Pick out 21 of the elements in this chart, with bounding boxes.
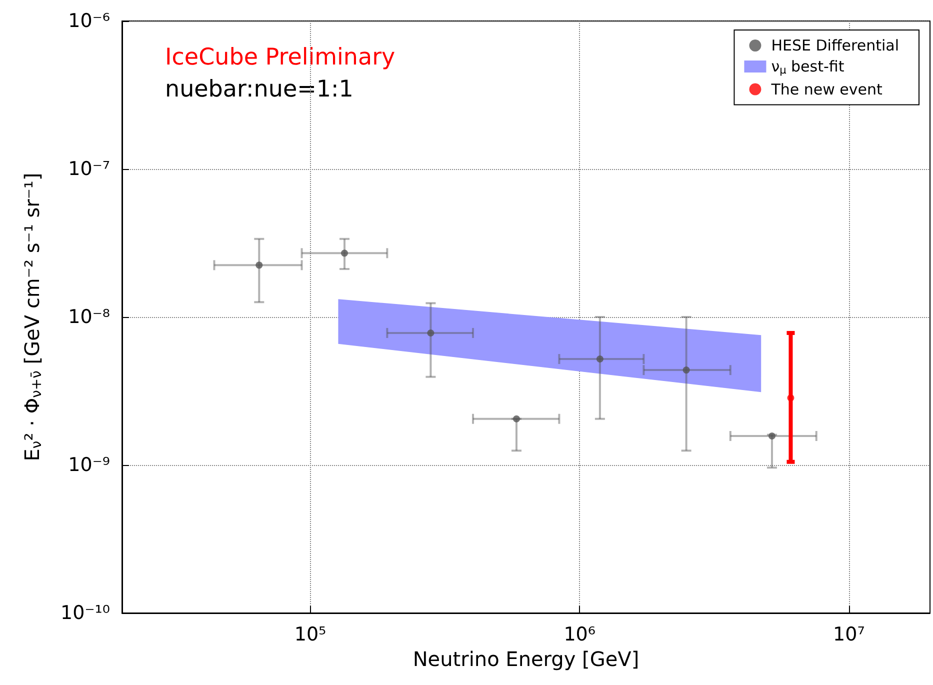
x-tick-label: 10⁷ [833, 624, 865, 646]
y-axis-title: Eν² · Φν+ν̄ [GeV cm⁻² s⁻¹ sr⁻¹] [20, 172, 45, 462]
x-axis-title: Neutrino Energy [GeV] [412, 647, 640, 671]
legend-label: HESE Differential [771, 36, 900, 54]
x-tick-label: 10⁶ [564, 624, 596, 646]
y-tick-label: 10⁻⁷ [68, 158, 110, 180]
y-tick-label: 10⁻⁸ [68, 306, 110, 328]
point [340, 250, 348, 257]
point [682, 366, 690, 374]
point [427, 329, 434, 336]
point [768, 432, 776, 440]
x-tick-label: 10⁵ [294, 624, 326, 646]
point [512, 415, 520, 422]
point [596, 356, 604, 363]
annotation: IceCube Preliminary [165, 44, 396, 70]
y-tick-label: 10⁻¹⁰ [60, 602, 110, 624]
y-tick-label: 10⁻⁶ [68, 10, 110, 32]
annotation: nuebar:nue=1:1 [165, 76, 354, 102]
legend-label: The new event [770, 80, 882, 98]
point [256, 262, 263, 269]
y-tick-label: 10⁻⁹ [68, 454, 110, 476]
